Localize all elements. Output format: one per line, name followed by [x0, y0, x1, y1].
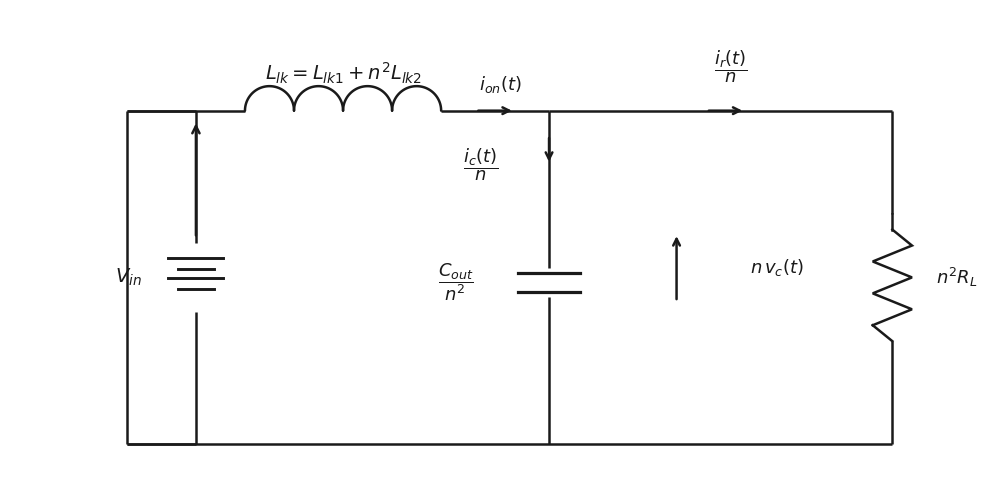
- Text: $\dfrac{C_{out}}{n^2}$: $\dfrac{C_{out}}{n^2}$: [438, 261, 474, 303]
- Text: $V_{in}$: $V_{in}$: [115, 267, 142, 288]
- Text: $L_{lk}=L_{lk1}+n^{2}L_{lk2}$: $L_{lk}=L_{lk1}+n^{2}L_{lk2}$: [265, 61, 422, 86]
- Text: $\dfrac{i_c(t)}{n}$: $\dfrac{i_c(t)}{n}$: [463, 146, 498, 183]
- Text: $n\,v_c(t)$: $n\,v_c(t)$: [750, 257, 804, 278]
- Text: $n^2 R_L$: $n^2 R_L$: [936, 266, 978, 289]
- Text: $\dfrac{i_r(t)}{n}$: $\dfrac{i_r(t)}{n}$: [714, 48, 747, 85]
- Text: $i_{on}(t)$: $i_{on}(t)$: [479, 74, 521, 95]
